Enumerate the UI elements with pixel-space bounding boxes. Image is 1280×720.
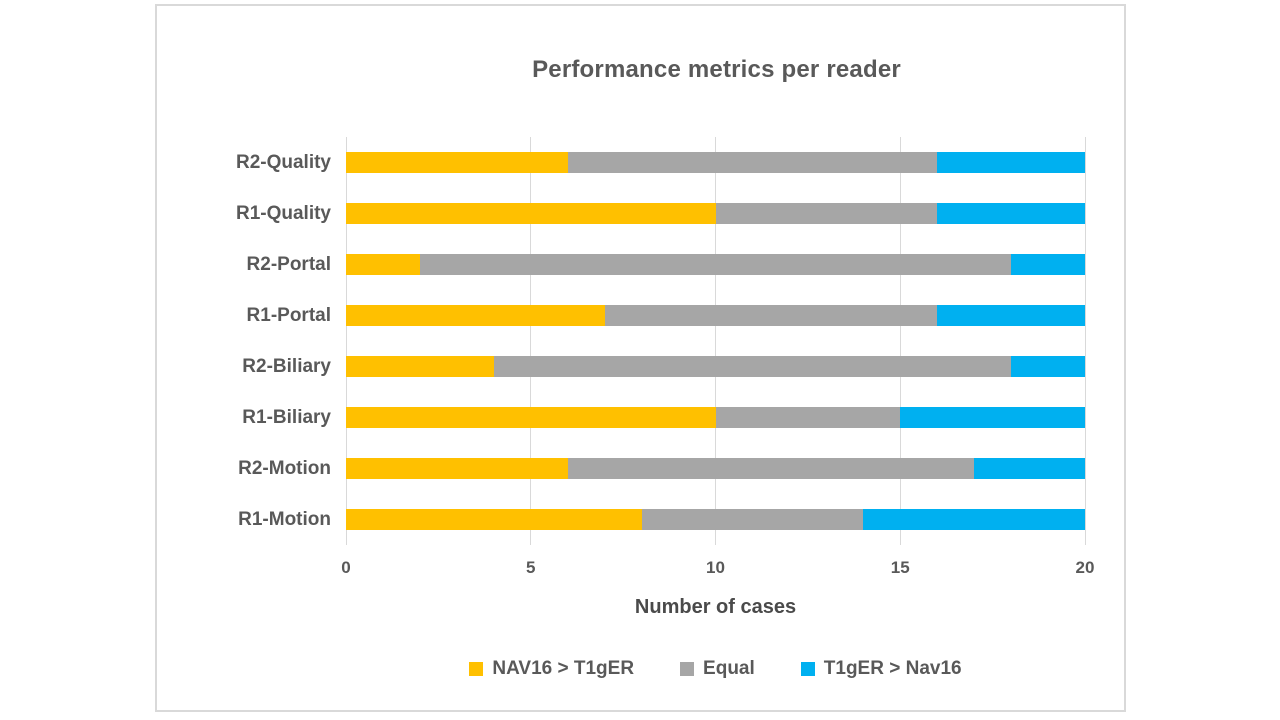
x-tick-label: 15 bbox=[890, 558, 910, 577]
gridline-20 bbox=[1084, 137, 1086, 545]
bar-segment bbox=[937, 203, 1085, 224]
x-tick-label: 5 bbox=[526, 558, 536, 577]
chart-card: Performance metrics per reader R2-Qualit… bbox=[155, 4, 1126, 712]
bar-track bbox=[346, 509, 1085, 530]
plot-area: R2-Quality R1-Quality R2-Portal R1-Portal R2… bbox=[236, 137, 1086, 545]
category-label: R1-Biliary bbox=[242, 406, 331, 428]
bar-segment bbox=[346, 254, 420, 275]
gridlines bbox=[345, 137, 1086, 545]
category-label: R1-Portal bbox=[246, 304, 331, 326]
x-tick-label: 20 bbox=[1075, 558, 1095, 577]
category-label: R2-Portal bbox=[246, 253, 331, 275]
legend-label: NAV16 > T1gER bbox=[492, 658, 635, 679]
bar-row-r1-motion: R1-Motion bbox=[238, 494, 1085, 545]
gridline-0 bbox=[345, 137, 347, 545]
legend-swatch-icon bbox=[680, 662, 695, 676]
bar-segment bbox=[346, 509, 642, 530]
bar-segment bbox=[604, 305, 938, 326]
bar-track bbox=[346, 305, 1085, 326]
bar-row-r1-biliary: R1-Biliary bbox=[242, 392, 1085, 443]
bar-segment bbox=[715, 407, 901, 428]
legend-swatch-icon bbox=[469, 662, 484, 676]
bar-row-r2-portal: R2-Portal bbox=[247, 239, 1085, 290]
bar-segment bbox=[493, 356, 1012, 377]
bar-segment bbox=[346, 305, 605, 326]
category-label: R2-Quality bbox=[235, 151, 331, 173]
gridline-5 bbox=[530, 137, 532, 545]
x-tick-label: 10 bbox=[706, 558, 725, 577]
x-tick-label: 0 bbox=[341, 558, 351, 577]
bar-row-r2-motion: R2-Motion bbox=[238, 443, 1085, 494]
legend-swatch-icon bbox=[800, 662, 815, 676]
bar-segment bbox=[567, 458, 975, 479]
bar-segment bbox=[974, 458, 1085, 479]
bar-segment bbox=[863, 509, 1085, 530]
bar-segment bbox=[419, 254, 1012, 275]
bar-track bbox=[346, 152, 1085, 173]
bar-track bbox=[346, 254, 1085, 275]
bar-track bbox=[346, 356, 1085, 377]
bar-segment bbox=[346, 458, 568, 479]
bar-segment bbox=[1011, 356, 1085, 377]
legend: NAV16 > T1gER Equal T1gER > Nav16 bbox=[346, 658, 1085, 680]
x-axis-ticks: 0 5 10 15 20 bbox=[341, 558, 1094, 580]
category-label: R1-Quality bbox=[235, 202, 331, 224]
legend-label: Equal bbox=[703, 658, 755, 679]
bar-segment bbox=[937, 305, 1085, 326]
gridline-15 bbox=[899, 137, 901, 545]
gridline-10 bbox=[715, 137, 716, 545]
category-label: R1-Motion bbox=[238, 508, 331, 530]
bar-track bbox=[346, 407, 1085, 428]
legend-item: T1gER > Nav16 bbox=[800, 658, 962, 680]
category-label: R2-Biliary bbox=[242, 355, 331, 377]
bar-segment bbox=[937, 152, 1085, 173]
plot-rows: R2-Quality R1-Quality R2-Portal R1-Portal R2… bbox=[236, 137, 1085, 545]
bar-segment bbox=[1011, 254, 1085, 275]
x-axis-title: Number of cases bbox=[634, 596, 797, 618]
legend-item: Equal bbox=[680, 658, 755, 680]
chart-title: Performance metrics per reader bbox=[532, 56, 901, 83]
legend-label: T1gER > Nav16 bbox=[823, 658, 962, 679]
bar-segment bbox=[715, 203, 938, 224]
bar-segment bbox=[346, 407, 716, 428]
bar-segment bbox=[346, 152, 568, 173]
bar-segment bbox=[641, 509, 864, 530]
bar-segment bbox=[346, 203, 716, 224]
bar-row-r1-quality: R1-Quality bbox=[236, 188, 1085, 239]
bar-segment bbox=[346, 356, 494, 377]
legend-item: NAV16 > T1gER bbox=[469, 658, 634, 680]
bar-segment bbox=[567, 152, 938, 173]
category-label: R2-Motion bbox=[238, 457, 331, 479]
bar-track bbox=[346, 203, 1085, 224]
bar-row-r1-portal: R1-Portal bbox=[247, 290, 1085, 341]
bar-row-r2-quality: R2-Quality bbox=[236, 137, 1085, 188]
bar-track bbox=[346, 458, 1085, 479]
bar-segment bbox=[900, 407, 1085, 428]
bar-row-r2-biliary: R2-Biliary bbox=[242, 341, 1085, 392]
